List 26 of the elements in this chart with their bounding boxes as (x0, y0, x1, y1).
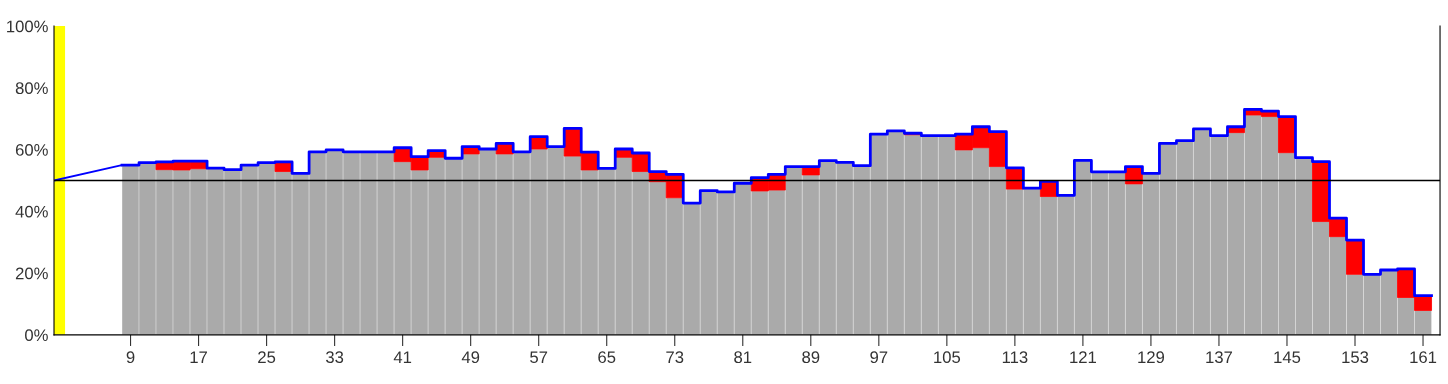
y-tick-label: 0% (25, 329, 48, 342)
x-tick-label: 145 (1274, 351, 1301, 364)
y-tick-label: 60% (15, 144, 48, 156)
x-tick-label: 153 (1342, 351, 1369, 364)
x-tick-label: 17 (190, 351, 207, 363)
x-tick-label: 57 (530, 351, 548, 364)
x-tick-label: 137 (1206, 351, 1233, 364)
x-tick-label: 89 (802, 351, 820, 364)
x-tick-label: 121 (1070, 351, 1096, 363)
y-tick-label: 80% (15, 82, 48, 95)
x-tick-label: 33 (325, 351, 344, 364)
x-tick-label: 113 (1002, 351, 1028, 364)
x-tick-label: 41 (393, 351, 412, 363)
x-tick-label: 65 (598, 351, 616, 364)
x-tick-label: 81 (734, 351, 752, 364)
x-tick-label: 73 (666, 351, 684, 364)
x-tick-label: 97 (870, 351, 888, 364)
x-tick-label: 161 (1410, 351, 1437, 364)
y-tick-label: 20% (15, 267, 48, 280)
y-tick-label: 40% (15, 205, 48, 218)
x-tick-label: 105 (934, 351, 961, 364)
x-tick-label: 25 (258, 351, 276, 364)
x-tick-label: 129 (1138, 351, 1165, 364)
y-tick-label: 100% (7, 20, 48, 33)
x-tick-label: 9 (126, 351, 135, 364)
x-tick-label: 49 (461, 351, 480, 364)
